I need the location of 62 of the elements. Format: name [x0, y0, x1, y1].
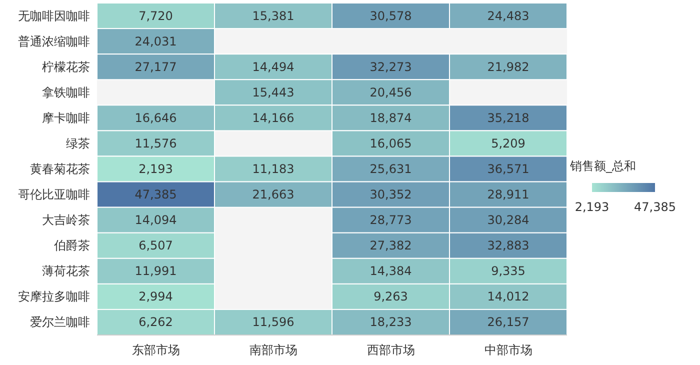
data-label: 18,233	[370, 315, 412, 330]
x-tick-label: 东部市场	[132, 343, 180, 357]
data-label: 35,218	[487, 110, 530, 125]
data-label: 14,094	[134, 213, 177, 228]
data-label: 14,494	[252, 60, 294, 74]
y-tick-label: 无咖啡因咖啡	[18, 8, 90, 23]
y-tick-label: 拿铁咖啡	[42, 85, 90, 100]
y-tick-label: 安摩拉多咖啡	[18, 290, 90, 304]
data-label: 14,012	[487, 290, 530, 304]
data-label: 26,157	[487, 315, 530, 330]
data-label: 16,065	[370, 136, 412, 150]
data-label: 15,381	[252, 8, 294, 23]
color-bar-label: 2,193	[574, 200, 610, 214]
y-tick-label: 薄荷花茶	[42, 264, 90, 278]
data-label: 5,209	[491, 136, 526, 150]
data-label: 28,911	[487, 188, 530, 202]
data-label: 11,183	[252, 162, 294, 176]
data-label: 30,284	[487, 213, 530, 228]
data-label: 6,507	[138, 238, 173, 253]
data-label: 20,456	[370, 85, 412, 100]
x-tick-label: 南部市场	[249, 343, 298, 357]
y-tick-label: 爱尔兰咖啡	[30, 315, 90, 330]
data-label: 2,193	[138, 162, 173, 176]
data-label: 11,576	[134, 136, 177, 150]
data-label: 18,874	[370, 110, 412, 125]
data-label: 30,578	[370, 8, 412, 23]
data-label: 14,384	[370, 264, 412, 278]
data-label: 11,991	[134, 264, 177, 278]
data-label: 32,883	[487, 238, 530, 253]
data-label: 9,263	[374, 290, 408, 304]
data-label: 9,335	[491, 264, 526, 278]
y-tick-label: 摩卡咖啡	[42, 110, 90, 125]
y-tick-label: 绿茶	[66, 136, 90, 150]
data-label: 15,443	[252, 85, 294, 100]
y-tick-label: 黄春菊花茶	[30, 162, 90, 176]
data-label: 21,982	[487, 60, 530, 74]
color-bar-label: 47,385	[634, 200, 676, 214]
y-tick-label: 哥伦比亚咖啡	[18, 188, 90, 202]
data-label: 28,773	[370, 213, 412, 228]
data-label: 21,663	[252, 188, 294, 202]
data-label: 25,631	[370, 162, 412, 176]
data-label: 11,596	[252, 315, 294, 330]
data-label: 30,352	[370, 188, 412, 202]
y-tick-label: 大吉岭茶	[42, 213, 90, 228]
data-label: 2,994	[138, 290, 173, 304]
data-label: 24,483	[487, 8, 530, 23]
data-label: 24,031	[134, 34, 177, 48]
color-bar-title: 销售额_总和	[569, 159, 636, 173]
data-label: 36,571	[487, 162, 530, 176]
data-label: 32,273	[370, 60, 412, 74]
y-tick-label: 伯爵茶	[53, 238, 90, 253]
data-label: 7,720	[138, 8, 173, 23]
data-label: 6,262	[138, 315, 173, 330]
data-label: 16,646	[134, 110, 177, 125]
data-label: 14,166	[252, 110, 294, 125]
x-tick-label: 西部市场	[366, 343, 415, 357]
x-tick-label: 中部市场	[484, 343, 532, 357]
data-label: 27,382	[370, 238, 412, 253]
data-label: 27,177	[134, 60, 177, 74]
y-tick-label: 柠檬花茶	[42, 60, 90, 74]
y-tick-label: 普通浓缩咖啡	[18, 34, 90, 48]
data-label: 47,385	[134, 188, 177, 202]
